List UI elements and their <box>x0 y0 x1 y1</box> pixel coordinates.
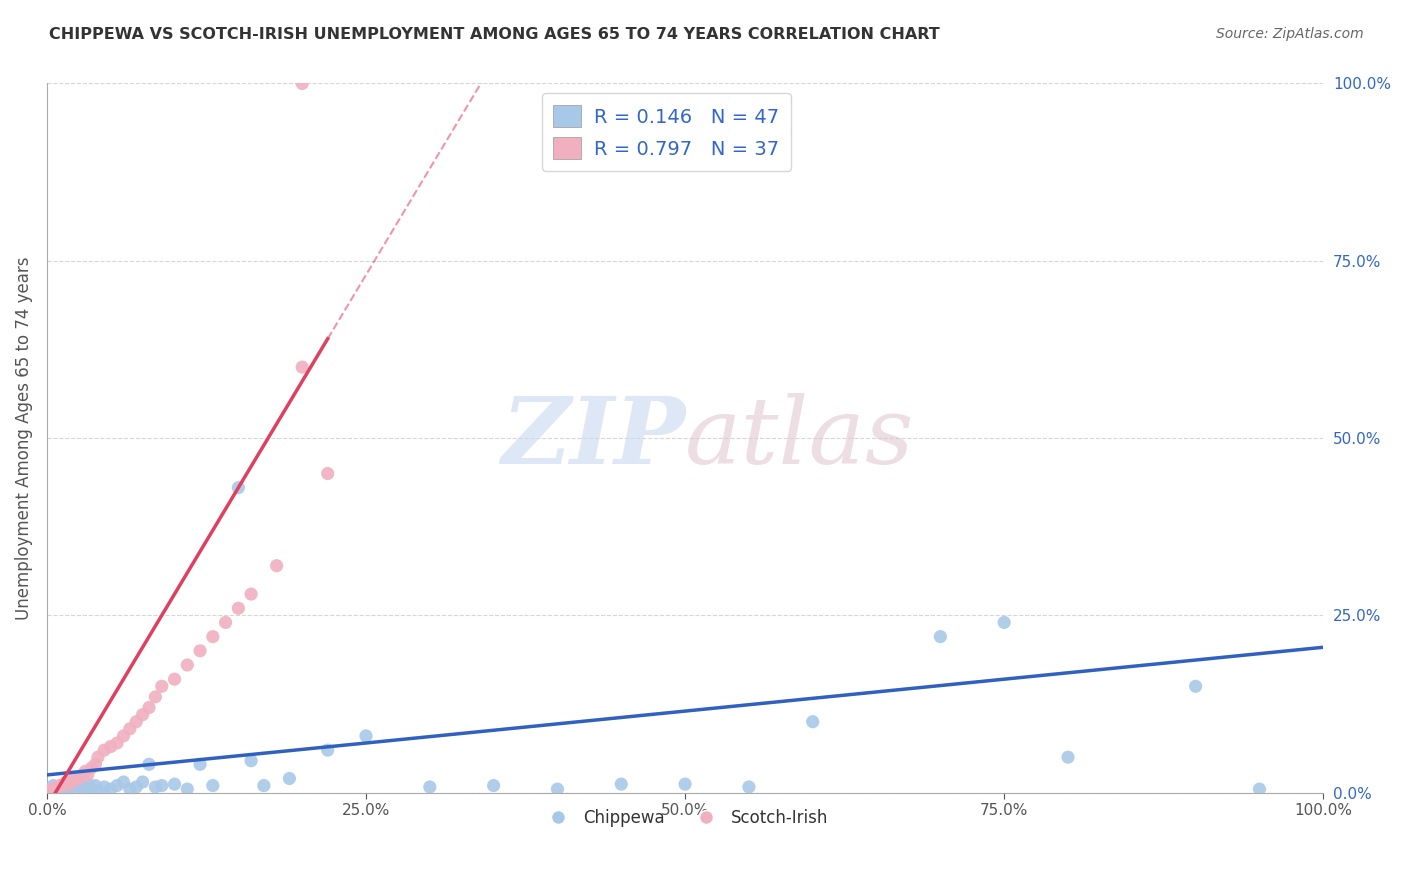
Point <box>145 780 167 794</box>
Point <box>228 481 250 495</box>
Point <box>163 672 186 686</box>
Point <box>59 781 82 796</box>
Point <box>131 707 153 722</box>
Point <box>150 679 173 693</box>
Point <box>46 782 69 797</box>
Point <box>93 743 115 757</box>
Point <box>214 615 236 630</box>
Point <box>240 754 263 768</box>
Point <box>112 775 135 789</box>
Point <box>46 780 69 794</box>
Point <box>67 772 90 786</box>
Point <box>87 750 110 764</box>
Point <box>118 782 141 797</box>
Point <box>993 615 1015 630</box>
Text: ZIP: ZIP <box>501 393 685 483</box>
Point <box>419 780 441 794</box>
Text: CHIPPEWA VS SCOTCH-IRISH UNEMPLOYMENT AMONG AGES 65 TO 74 YEARS CORRELATION CHAR: CHIPPEWA VS SCOTCH-IRISH UNEMPLOYMENT AM… <box>49 27 941 42</box>
Point <box>138 757 160 772</box>
Point <box>42 782 65 797</box>
Point <box>188 757 211 772</box>
Point <box>131 775 153 789</box>
Point <box>201 630 224 644</box>
Point <box>48 779 70 793</box>
Point <box>42 779 65 793</box>
Y-axis label: Unemployment Among Ages 65 to 74 years: Unemployment Among Ages 65 to 74 years <box>15 256 32 620</box>
Point <box>62 772 84 786</box>
Point <box>76 777 98 791</box>
Point <box>105 779 128 793</box>
Point <box>150 779 173 793</box>
Point <box>1057 750 1080 764</box>
Point <box>112 729 135 743</box>
Point <box>125 780 148 794</box>
Point <box>145 690 167 704</box>
Point <box>929 630 952 644</box>
Point <box>75 782 97 797</box>
Point <box>55 777 77 791</box>
Point <box>176 782 198 797</box>
Point <box>801 714 824 729</box>
Point <box>75 764 97 779</box>
Point <box>1184 679 1206 693</box>
Legend: Chippewa, Scotch-Irish: Chippewa, Scotch-Irish <box>534 803 835 834</box>
Point <box>125 714 148 729</box>
Point <box>610 777 633 791</box>
Text: atlas: atlas <box>685 393 914 483</box>
Point <box>138 700 160 714</box>
Point <box>228 601 250 615</box>
Point <box>67 779 90 793</box>
Point <box>163 777 186 791</box>
Point <box>316 467 339 481</box>
Point <box>316 743 339 757</box>
Point <box>291 360 314 375</box>
Point <box>266 558 288 573</box>
Point <box>55 775 77 789</box>
Point <box>38 783 60 797</box>
Point <box>100 782 122 797</box>
Point <box>176 658 198 673</box>
Text: Source: ZipAtlas.com: Source: ZipAtlas.com <box>1216 27 1364 41</box>
Point <box>482 779 505 793</box>
Point <box>1249 782 1271 797</box>
Point <box>62 775 84 789</box>
Point <box>63 772 86 787</box>
Point <box>51 783 73 797</box>
Point <box>673 777 696 791</box>
Point <box>80 761 103 775</box>
Point <box>87 783 110 797</box>
Point <box>84 757 107 772</box>
Point <box>546 782 568 797</box>
Point <box>118 722 141 736</box>
Point <box>93 780 115 794</box>
Point <box>72 780 94 794</box>
Point <box>291 77 314 91</box>
Point <box>76 768 98 782</box>
Point <box>253 779 276 793</box>
Point <box>188 644 211 658</box>
Point <box>201 779 224 793</box>
Point <box>738 780 761 794</box>
Point <box>72 768 94 782</box>
Point <box>354 729 377 743</box>
Point <box>84 779 107 793</box>
Point <box>59 777 82 791</box>
Point <box>240 587 263 601</box>
Point <box>100 739 122 754</box>
Point <box>105 736 128 750</box>
Point <box>48 780 70 794</box>
Point <box>80 781 103 796</box>
Point <box>278 772 301 786</box>
Point <box>51 779 73 793</box>
Point <box>63 782 86 797</box>
